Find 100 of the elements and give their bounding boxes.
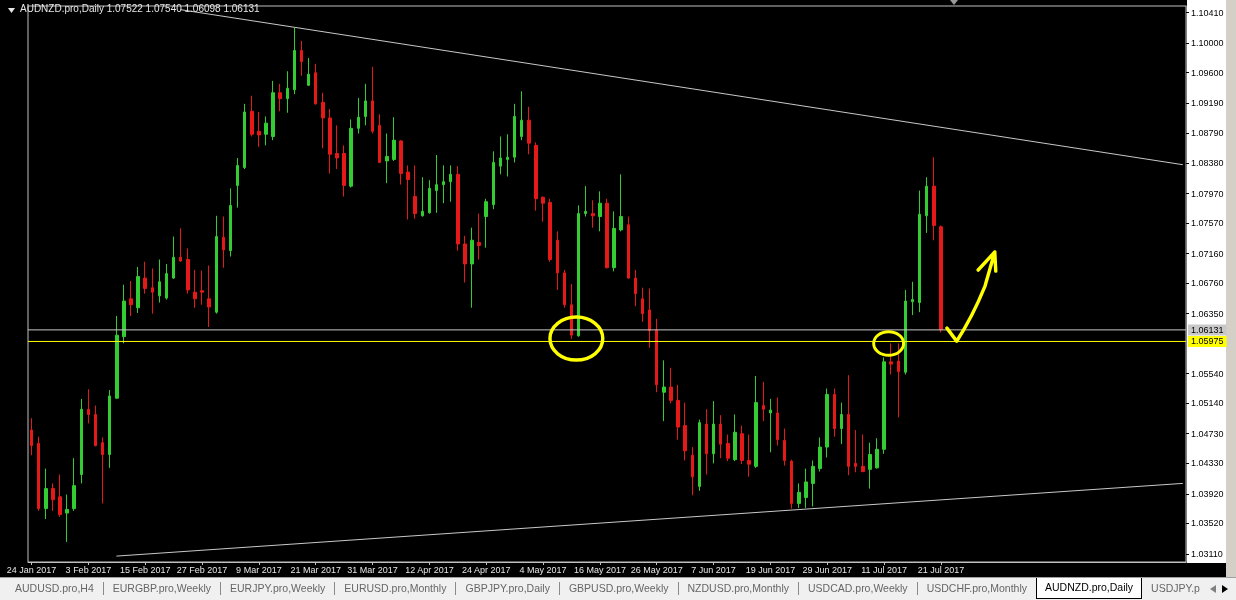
candlestick: [385, 133, 389, 184]
candlestick: [371, 66, 374, 135]
x-tick-label: 9 Mar 2017: [236, 564, 282, 575]
candlestick: [918, 190, 921, 313]
y-tick-label: 1.10410: [1191, 7, 1224, 18]
candlestick: [143, 261, 147, 295]
y-tick-label: 1.04330: [1191, 458, 1224, 469]
candlestick: [804, 468, 808, 509]
x-tick-label: 15 Feb 2017: [119, 564, 171, 575]
candlestick: [904, 289, 907, 375]
candlestick: [364, 83, 367, 126]
candlestick: [413, 164, 417, 220]
candlestick: [726, 433, 730, 462]
text: EURUSD.pro,Monthly: [343, 581, 448, 596]
candlestick: [513, 103, 516, 163]
candlestick: [321, 92, 325, 149]
candlestick: [428, 179, 431, 215]
candlestick: [229, 187, 232, 258]
y-tick-label: 1.05140: [1191, 398, 1224, 409]
candlestick: [470, 227, 474, 309]
candlestick: [72, 457, 76, 512]
candlestick: [889, 342, 893, 375]
candlestick: [463, 235, 467, 284]
x-tick-label: 7 Jun 2017: [691, 564, 736, 575]
candlestick: [286, 70, 289, 114]
candlestick: [605, 198, 609, 269]
candlestick: [797, 482, 801, 509]
candlestick: [634, 269, 637, 307]
text: USDCHF.pro,Monthly: [925, 581, 1028, 596]
candlestick: [193, 269, 197, 309]
text: GBPUSD.pro,Weekly: [567, 581, 670, 596]
x-tick-label: 3 Feb 2017: [65, 564, 112, 575]
candlestick: [179, 227, 182, 263]
candlestick: [591, 199, 595, 229]
candlestick: [548, 198, 552, 263]
candlestick: [449, 164, 452, 203]
y-tick-label: 1.08380: [1191, 158, 1224, 169]
y-tick-label: 1.09600: [1191, 67, 1224, 78]
candlestick: [662, 359, 666, 422]
candlestick: [811, 459, 815, 507]
candlestick: [683, 402, 687, 461]
candlestick: [506, 133, 509, 178]
text: AUDUSD.pro,H4: [14, 581, 95, 596]
candlestick: [847, 374, 850, 476]
x-tick-label: 11 Jul 2017: [861, 564, 908, 575]
x-tick-label: 24 Apr 2017: [461, 564, 511, 575]
candlestick: [534, 141, 538, 212]
text: GBPJPY.pro,Daily: [464, 581, 551, 596]
y-tick-label: 1.07570: [1191, 218, 1224, 229]
candlestick: [669, 367, 673, 404]
candlestick: [44, 468, 48, 520]
x-tick-label: 27 Feb 2017: [176, 564, 228, 575]
x-tick-label: 31 Mar 2017: [347, 564, 398, 575]
candlestick: [740, 425, 744, 465]
candlestick: [406, 164, 410, 220]
candlestick: [101, 436, 104, 504]
text: EURJPY.pro,Weekly: [229, 581, 327, 596]
ref-line-label: 1.06131: [1191, 324, 1224, 335]
y-tick-label: 1.10000: [1191, 38, 1224, 49]
candlestick: [911, 281, 914, 316]
x-tick-label: 19 Jun 2017: [745, 564, 796, 575]
candlestick: [754, 375, 758, 469]
candlestick: [257, 111, 261, 148]
candlestick: [520, 90, 523, 141]
candlestick: [243, 103, 246, 170]
x-tick-label: 26 May 2017: [630, 564, 683, 575]
candlestick: [939, 224, 943, 333]
y-tick-label: 1.04730: [1191, 428, 1224, 439]
candlestick: [492, 150, 495, 210]
candlestick: [477, 213, 481, 261]
candlestick: [825, 388, 829, 458]
candlestick: [357, 97, 360, 135]
candlestick: [328, 108, 332, 175]
candlestick: [342, 144, 346, 198]
candlestick: [925, 176, 928, 234]
candlestick: [236, 157, 239, 209]
candlestick: [51, 482, 55, 512]
text: NZDUSD.pro,Monthly: [686, 581, 791, 596]
candlestick: [484, 198, 488, 249]
candlestick: [641, 287, 644, 323]
candlestick: [875, 437, 879, 470]
candlestick: [378, 113, 381, 164]
candlestick: [527, 106, 531, 155]
candlestick: [733, 413, 737, 462]
candlestick: [868, 442, 872, 490]
y-tick-label: 1.03520: [1191, 518, 1224, 529]
candlestick: [612, 210, 616, 272]
candlestick: [136, 266, 140, 314]
candlestick: [556, 230, 559, 291]
candlestick: [186, 247, 190, 295]
candlestick: [151, 267, 154, 315]
candlestick: [335, 124, 339, 170]
y-tick-label: 1.05540: [1191, 368, 1224, 379]
x-tick-label: 12 Apr 2017: [405, 564, 454, 575]
candlestick: [456, 165, 460, 252]
candlestick: [790, 459, 793, 510]
candlestick: [300, 40, 303, 77]
candlestick: [200, 270, 204, 306]
candlestick: [250, 95, 254, 137]
candlestick: [783, 428, 786, 467]
